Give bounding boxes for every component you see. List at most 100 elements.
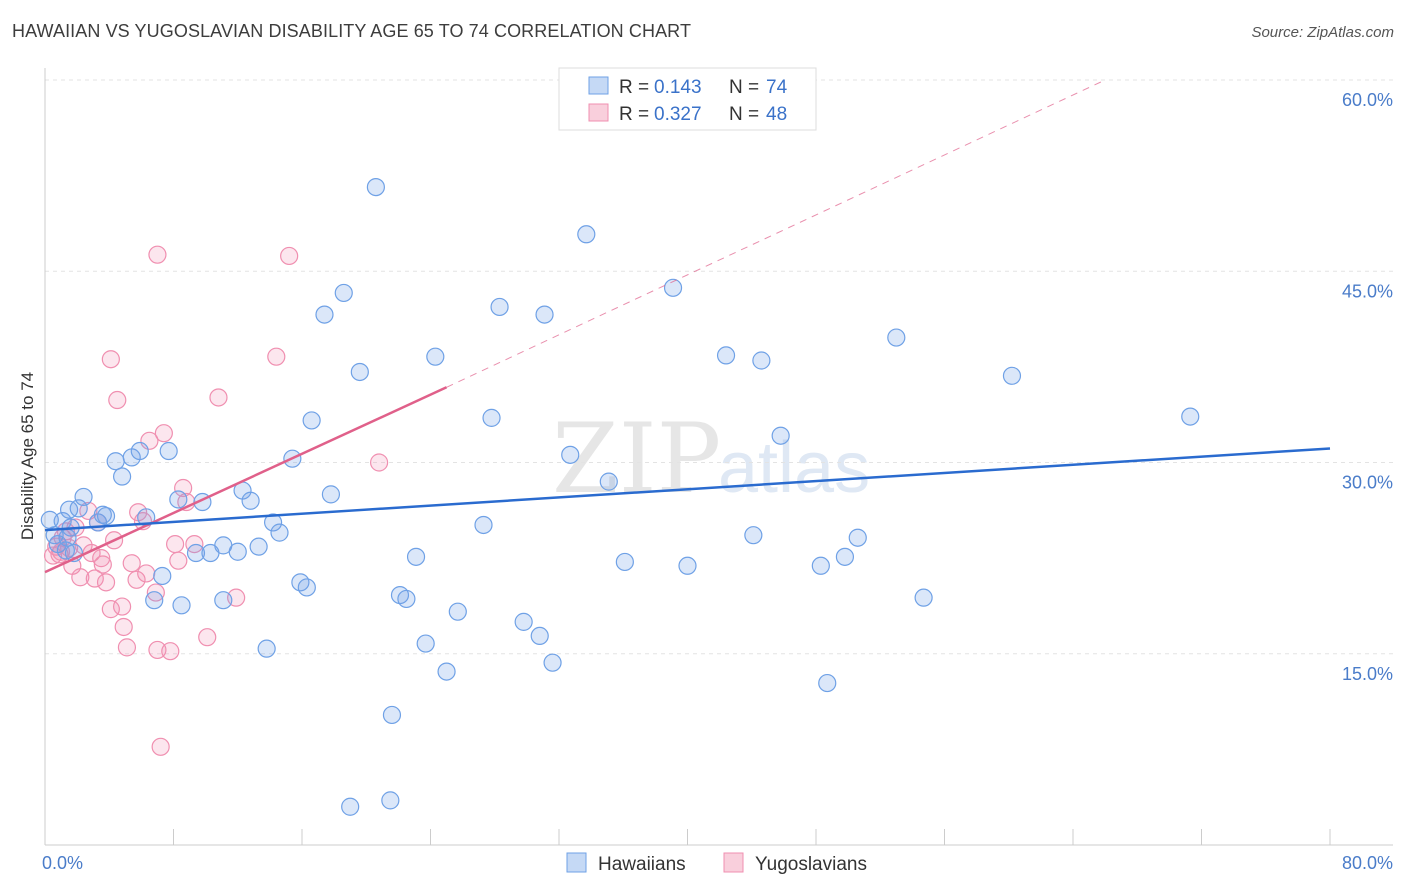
series-legend: Hawaiians Yugoslavians <box>566 852 867 875</box>
hawaiians-point <box>474 515 493 535</box>
legend-r-value-2: 0.327 <box>654 104 702 125</box>
correlation-legend: R = 0.143 N = 74 R = 0.327 N = 48 <box>558 67 817 131</box>
hawaiians-point <box>752 351 771 370</box>
legend-n-label-1: N = <box>729 77 759 98</box>
yugoslavians-point <box>209 388 228 407</box>
hawaiians-point <box>543 653 562 672</box>
yugoslavians-point <box>92 549 111 568</box>
legend-swatch-yugoslavians <box>588 103 609 122</box>
x-tick-label-max: 80.0% <box>1342 853 1393 873</box>
hawaiians-point <box>334 283 353 303</box>
hawaiians-point <box>249 537 268 556</box>
hawaiians-point <box>341 797 360 816</box>
hawaiians-point <box>599 472 618 491</box>
yugoslavians-point <box>96 573 116 592</box>
chart-title: HAWAIIAN VS YUGOSLAVIAN DISABILITY AGE 6… <box>12 21 692 41</box>
yugoslavians-point <box>112 597 132 616</box>
hawaiians-point <box>663 278 683 297</box>
hawaiians-point <box>448 602 467 621</box>
source-credit: Source: ZipAtlas.com <box>1251 24 1394 41</box>
hawaiians-point <box>530 626 549 646</box>
yugoslavians-point <box>101 350 120 369</box>
legend-n-value-1: 74 <box>766 77 788 98</box>
hawaiians-point <box>811 556 830 575</box>
hawaiians-point <box>914 588 933 607</box>
yugoslavians-trend-line <box>44 386 448 574</box>
yugoslavians-point <box>174 478 193 498</box>
hawaiians-point <box>321 485 341 504</box>
yugoslavians-point <box>267 347 286 366</box>
hawaiians-point <box>382 705 402 725</box>
yugoslavians-point <box>370 453 389 472</box>
yugoslavians-point <box>169 551 188 570</box>
legend-r-label-1: R = <box>619 77 649 98</box>
hawaiians-point <box>159 441 178 461</box>
hawaiians-point <box>350 362 369 382</box>
hawaiians-point <box>59 500 79 519</box>
yugoslavians-point <box>166 534 185 554</box>
hawaiians-point <box>716 346 736 365</box>
hawaiians-point <box>169 490 188 509</box>
hawaiians-point <box>366 178 385 197</box>
hawaiians-point <box>214 591 233 610</box>
yugoslavians-point <box>101 600 120 619</box>
yugoslavians-point <box>108 390 127 410</box>
hawaiians-point <box>1181 407 1200 426</box>
yugoslavians-point <box>154 424 173 443</box>
hawaiians-point <box>406 547 426 566</box>
hawaiians-point <box>186 543 206 563</box>
hawaiians-point <box>106 452 125 471</box>
y-tick-label: 30.0% <box>1342 473 1393 493</box>
yugoslavians-points <box>43 245 389 756</box>
hawaiians-point <box>302 411 321 430</box>
hawaiians-point <box>112 467 132 486</box>
hawaiians-point <box>263 513 283 532</box>
yugoslavians-point <box>280 246 299 266</box>
hawaiians-point <box>228 542 247 561</box>
hawaiians-point <box>74 487 93 507</box>
hawaiians-point <box>416 634 435 653</box>
yugoslavians-point <box>148 245 167 264</box>
y-axis-label: Disability Age 65 to 74 <box>18 372 37 540</box>
bottom-legend-swatch-hawaiians <box>566 852 587 873</box>
x-tick-label-min: 0.0% <box>42 853 83 873</box>
hawaiians-point <box>535 305 554 324</box>
yugoslavians-point <box>93 555 112 574</box>
hawaiians-point <box>577 225 596 244</box>
yugoslavians-trend-extension <box>446 79 1106 388</box>
hawaiians-point <box>381 791 400 810</box>
yugoslavians-point <box>151 737 170 756</box>
hawaiians-point <box>397 589 416 609</box>
yugoslavians-point <box>146 583 165 602</box>
hawaiians-point <box>172 596 191 615</box>
hawaiians-point <box>69 499 88 518</box>
yugoslavians-point <box>161 642 180 661</box>
hawaiians-point <box>561 445 580 464</box>
hawaiians-point <box>270 523 289 542</box>
hawaiians-point <box>771 426 790 445</box>
hawaiians-point <box>818 673 837 693</box>
hawaiians-point <box>482 408 501 427</box>
hawaiians-point <box>615 552 634 572</box>
legend-r-label-2: R = <box>619 104 649 125</box>
hawaiians-point <box>257 639 276 658</box>
trend-lines <box>44 79 1331 574</box>
hawaiians-point <box>96 506 116 526</box>
hawaiians-point <box>744 526 763 545</box>
yugoslavians-point <box>122 554 141 573</box>
hawaiians-point <box>153 566 172 586</box>
bottom-legend-hawaiians: Hawaiians <box>598 854 686 875</box>
hawaiians-point <box>297 578 316 597</box>
bottom-legend-yugoslavians: Yugoslavians <box>755 854 867 875</box>
legend-n-value-2: 48 <box>766 104 787 125</box>
hawaiians-point <box>426 347 445 366</box>
y-tick-label: 15.0% <box>1342 664 1393 684</box>
legend-n-label-2: N = <box>729 104 759 125</box>
hawaiians-point <box>848 528 867 547</box>
axes <box>44 68 1393 846</box>
yugoslavians-point <box>148 640 167 660</box>
yugoslavians-point <box>71 568 90 587</box>
hawaiians-point <box>130 441 149 461</box>
hawaiians-trend-line <box>44 447 1331 532</box>
bottom-legend-swatch-yugoslavians <box>723 852 744 873</box>
